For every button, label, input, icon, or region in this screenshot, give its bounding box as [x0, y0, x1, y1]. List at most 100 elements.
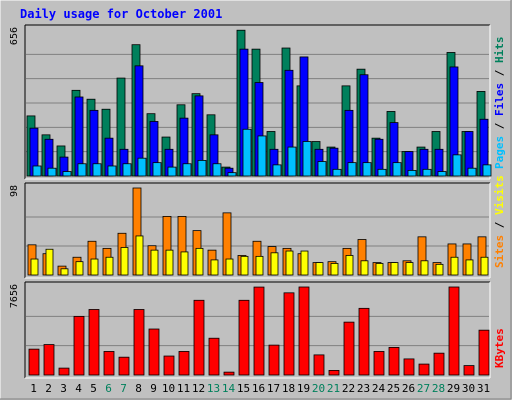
bar-kbytes-6: [103, 351, 115, 376]
bar-kbytes-7: [118, 356, 130, 376]
bar-visits-14: [225, 258, 234, 276]
scale-label-sites: 98: [9, 185, 20, 197]
bar-kbytes-28: [433, 352, 445, 376]
x-tick-label-9: 9: [150, 382, 157, 395]
bar-pages-12: [197, 160, 207, 177]
bar-visits-25: [390, 262, 399, 276]
bar-kbytes-19: [298, 286, 310, 376]
bar-visits-17: [270, 252, 279, 276]
bar-kbytes-20: [313, 354, 325, 376]
bar-visits-27: [420, 260, 429, 276]
panel-hits: 656 Pages / Files / Hits: [9, 24, 506, 180]
bar-pages-4: [77, 163, 87, 177]
x-tick-label-6: 6: [105, 382, 112, 395]
bar-kbytes-16: [253, 286, 265, 376]
bar-visits-5: [90, 258, 99, 276]
x-tick-label-20: 20: [312, 382, 325, 395]
bar-pages-3: [62, 171, 72, 177]
bar-pages-9: [152, 162, 162, 177]
bar-visits-4: [75, 261, 84, 276]
x-tick-label-4: 4: [75, 382, 82, 395]
bar-kbytes-2: [43, 344, 55, 376]
x-tick-label-3: 3: [60, 382, 67, 395]
legend-kbytes: KBytes: [493, 328, 506, 368]
chart-panels: 656 Pages / Files / Hits 98 Sites / Visits 7…: [9, 24, 506, 379]
bar-pages-15: [242, 128, 252, 177]
bar-visits-18: [285, 250, 294, 276]
bar-visits-26: [405, 262, 414, 276]
bar-visits-31: [480, 256, 489, 276]
bar-visits-6: [105, 256, 114, 276]
bar-kbytes-1: [28, 348, 40, 376]
bar-pages-14: [227, 172, 237, 177]
bar-pages-1: [32, 165, 42, 177]
bar-visits-13: [210, 259, 219, 276]
x-tick-label-8: 8: [135, 382, 142, 395]
x-tick-label-17: 17: [267, 382, 280, 395]
bar-kbytes-22: [343, 321, 355, 376]
x-tick-label-22: 22: [342, 382, 355, 395]
legend-separator: /: [493, 215, 506, 235]
legend-item-hits: Hits: [493, 37, 506, 64]
legend-item-visits: Visits: [493, 175, 506, 215]
bar-kbytes-12: [193, 299, 205, 376]
bar-kbytes-10: [163, 355, 175, 376]
bar-visits-2: [45, 248, 54, 276]
bar-pages-17: [272, 164, 282, 177]
bar-pages-7: [122, 163, 132, 177]
bar-kbytes-29: [448, 286, 460, 376]
legend-hits: Pages / Files / Hits: [493, 37, 506, 170]
x-axis-labels: 1 2 3 4 5 6 7 8 9 10 11 12 13 14 15 16 17 18 19 20 21 22 23 24 2…: [30, 382, 490, 395]
x-tick-label-27: 27: [417, 382, 430, 395]
bar-pages-5: [92, 163, 102, 177]
bar-kbytes-4: [73, 315, 85, 376]
x-tick-label-30: 30: [462, 382, 475, 395]
x-tick-label-31: 31: [477, 382, 490, 395]
x-tick-label-1: 1: [30, 382, 37, 395]
bar-kbytes-18: [283, 292, 295, 376]
x-tick-label-14: 14: [222, 382, 236, 395]
x-tick-label-10: 10: [162, 382, 175, 395]
bar-pages-11: [182, 163, 192, 177]
bar-visits-30: [465, 259, 474, 276]
legend-separator: /: [493, 116, 506, 136]
x-tick-label-24: 24: [372, 382, 386, 395]
legend-item-sites: Sites: [493, 235, 506, 268]
x-tick-label-7: 7: [120, 382, 127, 395]
legend-item-kbytes: KBytes: [493, 328, 506, 368]
bar-visits-20: [315, 262, 324, 276]
x-tick-label-23: 23: [357, 382, 370, 395]
bar-kbytes-3: [58, 367, 70, 376]
bar-kbytes-8: [133, 309, 145, 376]
bar-pages-31: [482, 164, 492, 177]
bar-kbytes-17: [268, 344, 280, 376]
bar-visits-29: [450, 256, 459, 276]
legend-separator: /: [493, 63, 506, 83]
bar-visits-11: [180, 251, 189, 276]
bar-pages-26: [407, 170, 417, 177]
bar-pages-21: [332, 168, 342, 177]
bar-pages-8: [137, 157, 147, 177]
bar-pages-27: [422, 168, 432, 177]
x-tick-label-29: 29: [447, 382, 460, 395]
bar-pages-20: [317, 161, 327, 177]
x-tick-label-25: 25: [387, 382, 400, 395]
bar-visits-22: [345, 255, 354, 276]
bar-visits-8: [135, 235, 144, 276]
bar-pages-28: [437, 171, 447, 177]
bar-pages-18: [287, 146, 297, 177]
x-tick-label-5: 5: [90, 382, 97, 395]
bar-visits-9: [150, 249, 159, 276]
bar-kbytes-13: [208, 337, 220, 376]
bar-pages-25: [392, 162, 402, 177]
bar-kbytes-31: [478, 329, 490, 376]
bar-kbytes-30: [463, 365, 475, 376]
legend-item-files: Files: [493, 83, 506, 116]
bar-kbytes-25: [388, 347, 400, 376]
bar-pages-30: [467, 167, 477, 177]
panel-sites: 98 Sites / Visits: [9, 175, 506, 279]
bar-pages-24: [377, 168, 387, 177]
bar-kbytes-5: [88, 309, 100, 376]
bar-files-23: [359, 74, 369, 177]
bar-kbytes-27: [418, 363, 430, 376]
